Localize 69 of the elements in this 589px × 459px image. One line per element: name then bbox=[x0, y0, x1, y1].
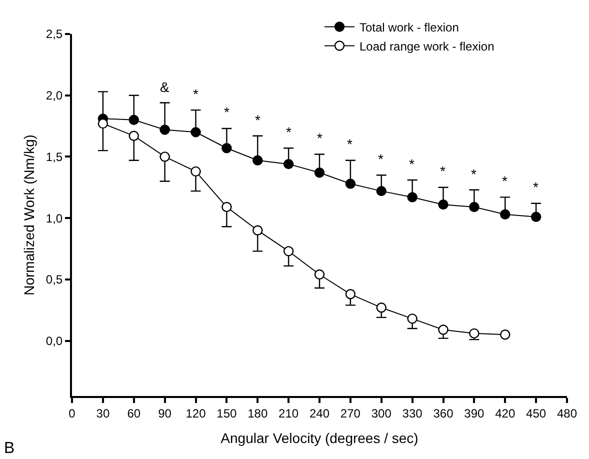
point bbox=[222, 202, 232, 212]
y-tick-label: 0,5 bbox=[46, 272, 63, 287]
y-tick-label: 2,0 bbox=[46, 88, 63, 103]
x-tick-label: 480 bbox=[556, 406, 578, 420]
x-tick-label: 330 bbox=[402, 406, 423, 420]
x-tick-label: 120 bbox=[186, 406, 206, 420]
point bbox=[190, 166, 201, 177]
point bbox=[438, 199, 448, 210]
annotation: * bbox=[533, 179, 539, 195]
annotation: * bbox=[317, 130, 323, 146]
annotation: * bbox=[471, 166, 477, 182]
point bbox=[252, 155, 263, 166]
x-tick-label: 90 bbox=[158, 406, 172, 420]
annotation: * bbox=[347, 136, 353, 152]
x-tick-label: 450 bbox=[526, 406, 546, 420]
point bbox=[283, 158, 294, 170]
text: B bbox=[4, 440, 15, 457]
point bbox=[438, 324, 448, 335]
point bbox=[314, 269, 325, 280]
annotation: * bbox=[193, 86, 199, 102]
point bbox=[500, 330, 510, 340]
point bbox=[407, 192, 418, 202]
point bbox=[98, 118, 108, 129]
annotation: & bbox=[160, 79, 170, 95]
point bbox=[345, 289, 356, 300]
x-tick-label: 420 bbox=[495, 406, 516, 420]
x-tick-label: 300 bbox=[371, 406, 392, 420]
annotation: * bbox=[224, 104, 230, 120]
point bbox=[345, 178, 356, 189]
y-tick-label: 0,0 bbox=[46, 334, 63, 348]
x-tick-label: 360 bbox=[433, 406, 454, 420]
point bbox=[376, 302, 386, 313]
y-tick-label: 1,5 bbox=[46, 150, 63, 164]
x-tick-label: 60 bbox=[127, 406, 141, 420]
point bbox=[376, 186, 386, 196]
x-tick-label: 390 bbox=[464, 406, 485, 420]
point bbox=[128, 130, 139, 141]
y-axis-title: Normalized Work (Nm/kg) bbox=[21, 134, 38, 296]
point bbox=[160, 152, 170, 162]
point bbox=[128, 114, 139, 125]
point bbox=[314, 168, 325, 178]
x-axis-title: Angular Velocity (degrees / sec) bbox=[220, 430, 418, 446]
x-tick-label: 30 bbox=[96, 406, 110, 420]
x-tick-label: 240 bbox=[309, 406, 330, 420]
point bbox=[160, 124, 170, 135]
point bbox=[407, 314, 418, 324]
x-tick-label: 180 bbox=[248, 406, 268, 420]
y-tick-label: 1,0 bbox=[46, 211, 63, 226]
x-tick-label: 0 bbox=[68, 406, 76, 420]
annotation: * bbox=[440, 163, 446, 179]
legend-label: Load range work - flexion bbox=[360, 39, 494, 54]
x-tick-label: 210 bbox=[278, 406, 299, 420]
x-tick-label: 150 bbox=[216, 406, 238, 420]
y-tick-label: 2,5 bbox=[46, 27, 63, 42]
annotation: * bbox=[409, 156, 415, 172]
point bbox=[469, 328, 480, 339]
point bbox=[283, 246, 294, 256]
annotation: * bbox=[255, 112, 261, 128]
annotation: * bbox=[286, 124, 292, 140]
point bbox=[222, 143, 232, 154]
point bbox=[252, 225, 263, 236]
point bbox=[500, 209, 510, 220]
legend-label: Total work - flexion bbox=[360, 20, 459, 34]
annotation: * bbox=[502, 173, 508, 189]
point bbox=[469, 202, 480, 212]
annotation: * bbox=[378, 151, 384, 167]
point bbox=[190, 127, 201, 138]
point bbox=[530, 212, 542, 222]
x-tick-label: 270 bbox=[340, 406, 361, 420]
